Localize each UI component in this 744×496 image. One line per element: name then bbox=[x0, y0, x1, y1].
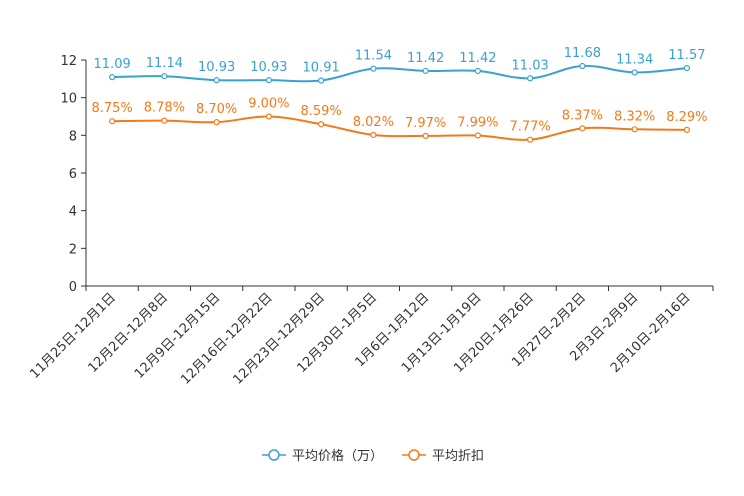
data-label: 11.54 bbox=[355, 49, 392, 64]
data-label: 11.42 bbox=[459, 51, 496, 66]
data-point[interactable] bbox=[422, 67, 429, 75]
y-tick-label: 10 bbox=[60, 92, 77, 107]
data-label: 10.91 bbox=[303, 61, 340, 76]
legend-item-1[interactable]: 平均价格（万） bbox=[262, 448, 383, 464]
data-point[interactable] bbox=[579, 62, 586, 70]
data-point[interactable] bbox=[370, 131, 377, 139]
data-point[interactable] bbox=[683, 126, 690, 133]
y-tick-label: 0 bbox=[69, 280, 77, 295]
data-point[interactable] bbox=[161, 73, 168, 80]
data-label: 11.68 bbox=[564, 46, 601, 61]
data-point[interactable] bbox=[631, 69, 638, 76]
data-point[interactable] bbox=[109, 118, 116, 125]
data-label: 11.42 bbox=[407, 51, 444, 66]
data-point[interactable] bbox=[631, 126, 638, 133]
data-label: 8.32% bbox=[614, 109, 655, 124]
data-label: 7.99% bbox=[457, 116, 498, 131]
y-tick-label: 12 bbox=[60, 54, 77, 69]
data-point[interactable] bbox=[527, 75, 534, 82]
y-tick-label: 6 bbox=[69, 167, 77, 182]
data-label: 10.93 bbox=[198, 60, 235, 75]
data-label: 8.29% bbox=[666, 110, 707, 125]
data-point[interactable] bbox=[161, 117, 168, 124]
legend-label: 平均折扣 bbox=[432, 449, 484, 464]
data-label: 11.34 bbox=[616, 52, 653, 67]
legend-marker-icon bbox=[408, 449, 420, 461]
series-line bbox=[112, 115, 687, 141]
legend-item-2[interactable]: 平均折扣 bbox=[402, 449, 484, 464]
data-label: 8.37% bbox=[562, 108, 603, 123]
series-layer: 11.09 11.14 10.93 10.93 10.91 11.54 11.42 11.42… bbox=[91, 46, 708, 143]
data-point[interactable] bbox=[683, 64, 690, 72]
series-1: 11.09 11.14 10.93 10.93 10.91 11.54 11.42 11.42… bbox=[94, 46, 705, 84]
data-point[interactable] bbox=[318, 121, 325, 128]
data-point[interactable] bbox=[370, 65, 377, 72]
data-point[interactable] bbox=[474, 67, 481, 75]
data-point[interactable] bbox=[527, 136, 534, 143]
y-tick-label: 2 bbox=[69, 242, 77, 257]
data-label: 7.97% bbox=[405, 116, 446, 131]
data-label: 8.75% bbox=[91, 101, 132, 116]
data-label: 8.02% bbox=[353, 115, 394, 130]
data-label: 8.59% bbox=[300, 104, 341, 119]
data-label: 8.78% bbox=[144, 101, 185, 116]
data-point[interactable] bbox=[109, 74, 116, 81]
x-tick-label: 11月25日-12月1日 bbox=[27, 290, 119, 382]
y-tick-label: 8 bbox=[69, 129, 77, 144]
chart-legend[interactable]: 平均价格（万） 平均折扣 bbox=[262, 448, 484, 464]
legend-label: 平均价格（万） bbox=[292, 448, 383, 464]
legend-marker-icon bbox=[268, 449, 280, 461]
data-point[interactable] bbox=[474, 132, 481, 139]
series-line bbox=[112, 64, 687, 83]
data-point[interactable] bbox=[579, 125, 586, 132]
data-point[interactable] bbox=[265, 77, 272, 84]
data-point[interactable] bbox=[213, 119, 220, 126]
data-label: 7.77% bbox=[509, 120, 550, 135]
data-label: 8.70% bbox=[196, 102, 237, 117]
data-label: 11.57 bbox=[668, 48, 705, 63]
y-tick-label: 4 bbox=[69, 205, 77, 220]
data-point[interactable] bbox=[318, 77, 325, 84]
x-tick-label: 12月23日-12月29日 bbox=[230, 290, 327, 387]
x-tick-label: 12月16日-12月22日 bbox=[178, 290, 275, 387]
series-2: 8.75% 8.78% 8.70% 9.00% 8.59% 8.02% 7.97% 7.99%… bbox=[91, 97, 708, 143]
data-label: 10.93 bbox=[250, 60, 287, 75]
data-point[interactable] bbox=[422, 132, 429, 139]
data-point[interactable] bbox=[213, 77, 220, 84]
data-label: 11.09 bbox=[94, 57, 131, 72]
data-label: 9.00% bbox=[248, 97, 289, 112]
data-label: 11.14 bbox=[146, 56, 183, 71]
data-label: 11.03 bbox=[512, 58, 549, 73]
data-point[interactable] bbox=[265, 113, 272, 120]
